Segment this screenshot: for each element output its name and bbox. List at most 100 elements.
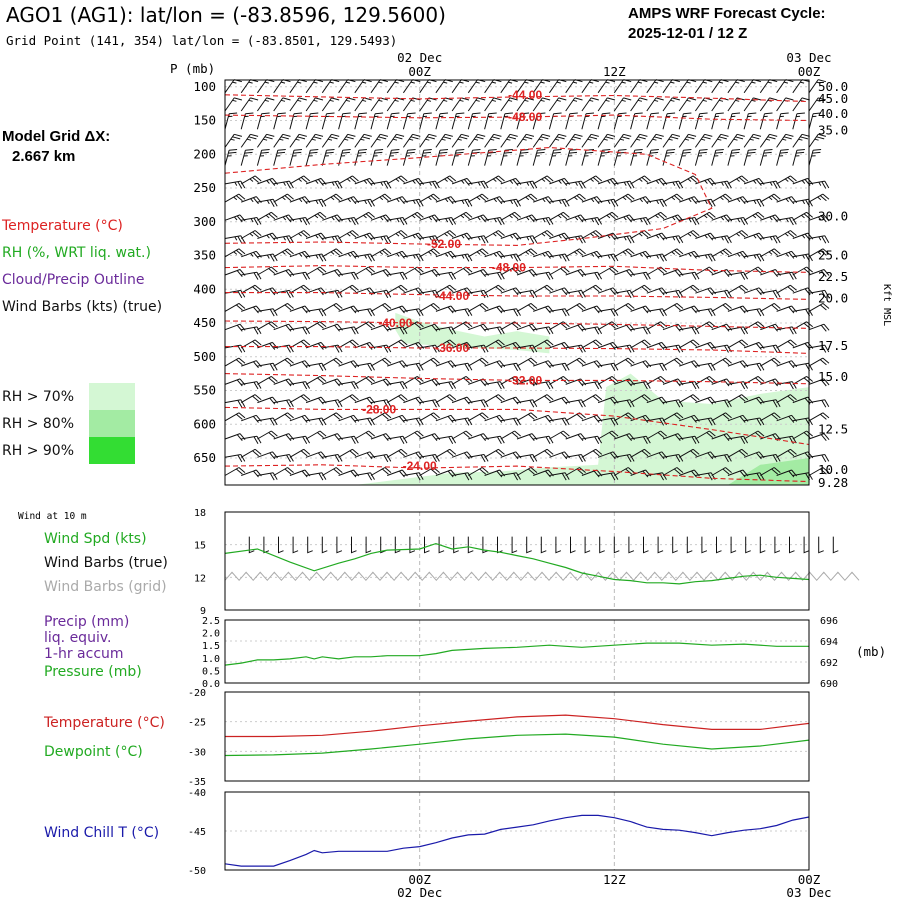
wind-barb-127: [484, 133, 502, 148]
wind-barb-491: [387, 326, 408, 335]
wind-barb-201: [484, 175, 505, 185]
wind-barb-699: [760, 412, 781, 422]
wind-barb-81: [338, 112, 351, 130]
wind-barb-263: [289, 217, 311, 226]
wind-barb-483: [257, 321, 278, 331]
wind-barb-163: [467, 149, 481, 166]
wind-barb-449: [306, 308, 327, 317]
wind-barb-672: [322, 412, 343, 422]
wind-barb-500: [533, 326, 554, 335]
wind-barb-64: [662, 97, 681, 112]
wind-barb-84: [386, 112, 400, 130]
wind-barb-566: [403, 362, 424, 372]
wind-barb-2: [256, 79, 275, 94]
wind-barb-335: [257, 253, 278, 262]
pressure-tick-600: 600: [193, 416, 216, 431]
wind-barb-36: [808, 79, 827, 94]
wind-barb-true-23: [584, 536, 591, 554]
wind-barb-20: [548, 79, 567, 94]
wind-barb-83: [370, 112, 384, 130]
bottom-day-label-0: 02 Dec: [397, 885, 442, 900]
wind-barb-61: [613, 97, 632, 112]
wind-barb-339: [322, 248, 343, 258]
wind-barb-257: [792, 198, 813, 207]
wind-barb-611: [533, 381, 554, 390]
wind-barb-531: [435, 339, 457, 349]
wind-barb-457: [435, 305, 457, 314]
wind-barb-235: [435, 196, 457, 205]
top-time-label-2: 00Z: [798, 64, 821, 79]
wind-barb-537: [532, 339, 554, 349]
wind-barb-46: [370, 97, 389, 112]
wind-barb-137: [646, 133, 664, 148]
wind-barb-228: [322, 193, 343, 203]
wind-barb-693: [662, 412, 684, 422]
wind-barb-306: [386, 230, 408, 239]
wind-barb-281: [581, 217, 603, 226]
wind-barb-242: [549, 198, 570, 207]
wind10m-panel: 9 12 15 18: [194, 508, 860, 617]
wind-barb-136: [630, 133, 648, 148]
precip-tick-5: 2.5: [202, 616, 220, 627]
wind-barb-511: [711, 323, 733, 332]
dewpoint-line: [224, 733, 810, 757]
wind-barb-true-31: [701, 536, 708, 554]
wind-barb-663: [776, 394, 797, 404]
wind-barb-311: [468, 235, 489, 244]
temp-contour-label-6: -36.00: [435, 341, 469, 355]
wind-barb-376: [322, 269, 343, 278]
wind-barb-283: [614, 214, 635, 223]
temp-contour-label-1: -48.00: [508, 110, 542, 124]
temp-contour-7: [224, 373, 810, 385]
wind-barb-true-13: [438, 536, 445, 554]
wind-barb-774: [776, 448, 797, 458]
height-tick-2: 40.0: [818, 106, 848, 121]
wind-barb-322: [646, 232, 668, 241]
wind-barb-630: [240, 394, 262, 404]
wind-barb-273: [451, 211, 473, 221]
wind-barb-650: [565, 399, 586, 408]
wind-barb-209: [614, 180, 635, 189]
wind-barb-78: [289, 112, 303, 130]
wind-barb-355: [581, 250, 603, 259]
wind-barb-172: [613, 149, 627, 166]
wind-barb-310: [451, 232, 473, 241]
wind-barb-57: [548, 97, 567, 112]
pressure-tick-r-690: 690: [820, 679, 838, 690]
wind-barb-771: [727, 448, 749, 458]
wind-barb-164: [484, 149, 497, 166]
wind-barb-677: [403, 417, 424, 426]
wind-barb-86: [419, 112, 432, 130]
temp-contour-label-2: -52.00: [427, 237, 461, 251]
wind-barb-374: [289, 271, 311, 280]
wind-barb-318: [581, 230, 603, 239]
wind-barb-608: [484, 381, 505, 390]
wind-barb-183: [792, 149, 805, 166]
wind-barb-224: [257, 198, 278, 207]
wind-barb-107: [759, 112, 773, 130]
wind-barb-135: [613, 133, 632, 148]
wind-barb-398: [679, 271, 700, 280]
wind-barb-554: [808, 344, 830, 353]
wind-barb-581: [646, 362, 667, 372]
wind-barb-389: [533, 271, 554, 280]
wind-barb-true-20: [540, 536, 547, 554]
wind-barb-234: [419, 193, 440, 203]
wind-barb-366: [760, 248, 781, 258]
wind-barb-214: [695, 177, 716, 186]
wind-barb-271: [419, 214, 441, 223]
height-tick-6: 22.5: [818, 269, 848, 284]
wind-barb-241: [533, 196, 554, 205]
wind-barb-392: [581, 271, 603, 280]
wind-barb-true-28: [657, 536, 664, 554]
wind-barb-true-38: [803, 536, 810, 554]
wind-barb-130: [532, 133, 551, 148]
wind-barb-588: [760, 357, 781, 367]
wind-barb-397: [662, 269, 684, 278]
bottom-time-label-1: 12Z: [603, 872, 626, 887]
wind-barb-764: [614, 454, 635, 463]
rh90-swatch: [89, 437, 135, 464]
wind-barb-445: [241, 305, 262, 314]
wind-barb-788: [403, 472, 424, 481]
wind-barb-true-19: [526, 536, 532, 554]
